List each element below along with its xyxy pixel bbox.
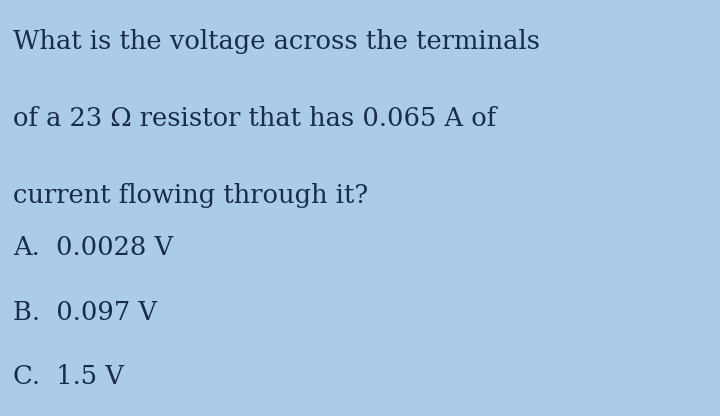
Text: B.  0.097 V: B. 0.097 V bbox=[13, 300, 157, 324]
Text: What is the voltage across the terminals: What is the voltage across the terminals bbox=[13, 29, 540, 54]
Text: A.  0.0028 V: A. 0.0028 V bbox=[13, 235, 173, 260]
Text: current flowing through it?: current flowing through it? bbox=[13, 183, 368, 208]
Text: of a 23 Ω resistor that has 0.065 A of: of a 23 Ω resistor that has 0.065 A of bbox=[13, 106, 496, 131]
Text: C.  1.5 V: C. 1.5 V bbox=[13, 364, 124, 389]
